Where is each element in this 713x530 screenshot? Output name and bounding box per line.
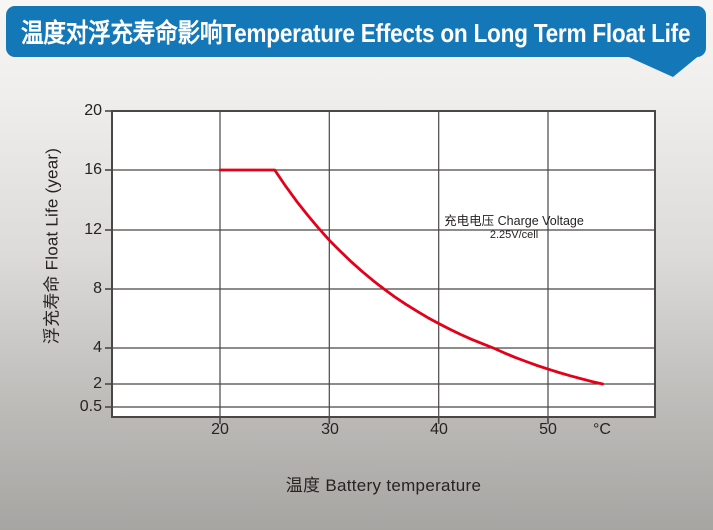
y-tick-label-4: 4	[93, 339, 102, 356]
page-title: 温度对浮充寿命影响Temperature Effects on Long Ter…	[21, 18, 691, 48]
x-tick-label-30: 30	[321, 421, 339, 438]
charge-voltage-value: 2.25V/cell	[489, 229, 539, 241]
x-axis-unit: °C	[593, 421, 611, 438]
x-tick-label-20: 20	[211, 421, 229, 438]
x-tick-label-40: 40	[430, 421, 448, 438]
charge-voltage-label: 充电电压 Charge Voltage	[444, 214, 584, 228]
charge-voltage-annotation: 充电电压 Charge Voltage 2.25V/cell	[426, 214, 602, 242]
y-tick-label-12: 12	[84, 221, 102, 238]
y-axis-title: 浮充寿命 Float Life (year)	[42, 147, 62, 345]
y-tick-label-0-5: 0.5	[79, 398, 102, 415]
y-tick-label-20: 20	[84, 102, 102, 119]
y-tick-label-2: 2	[93, 375, 102, 392]
y-tick-label-16: 16	[84, 161, 102, 178]
float-life-curve	[218, 168, 605, 386]
title-banner: 温度对浮充寿命影响Temperature Effects on Long Ter…	[6, 6, 706, 57]
x-tick-label-50: 50	[539, 421, 557, 438]
x-axis-title: 温度 Battery temperature	[285, 476, 482, 495]
y-tick-label-8: 8	[93, 280, 102, 297]
